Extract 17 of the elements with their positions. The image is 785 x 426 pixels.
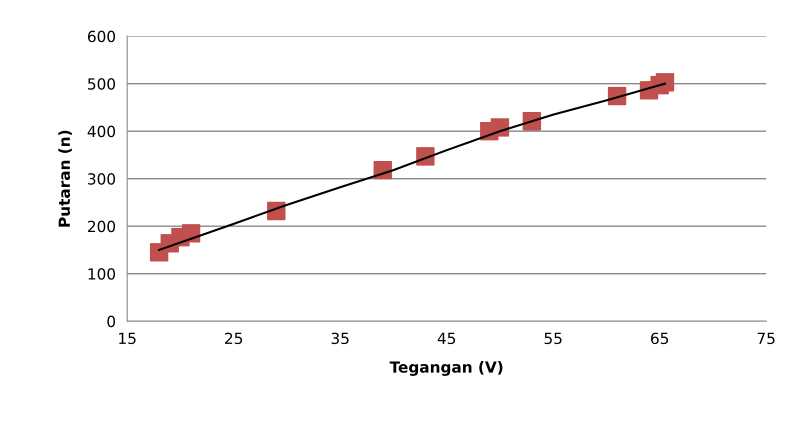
x-tick-label: 55 <box>544 332 562 344</box>
y-tick-label: 500 <box>88 78 116 90</box>
x-tick-label: 25 <box>225 332 242 344</box>
x-axis-title: Tegangan (V) <box>390 360 502 376</box>
y-axis-title: Putaran (n) <box>58 130 72 227</box>
x-tick-label: 35 <box>332 332 349 344</box>
y-tick-label: 0 <box>107 316 116 328</box>
y-tick-label: 200 <box>88 220 116 232</box>
y-tick-label: 400 <box>88 126 116 138</box>
y-tick-label: 600 <box>88 30 116 42</box>
x-tick-label: 65 <box>651 332 668 344</box>
y-tick-label: 300 <box>88 173 116 185</box>
x-tick-label: 15 <box>119 332 136 344</box>
y-tick-label: 100 <box>88 268 116 280</box>
x-tick-label: 75 <box>758 332 775 344</box>
x-tick-label: 45 <box>438 332 456 344</box>
point <box>656 73 674 92</box>
